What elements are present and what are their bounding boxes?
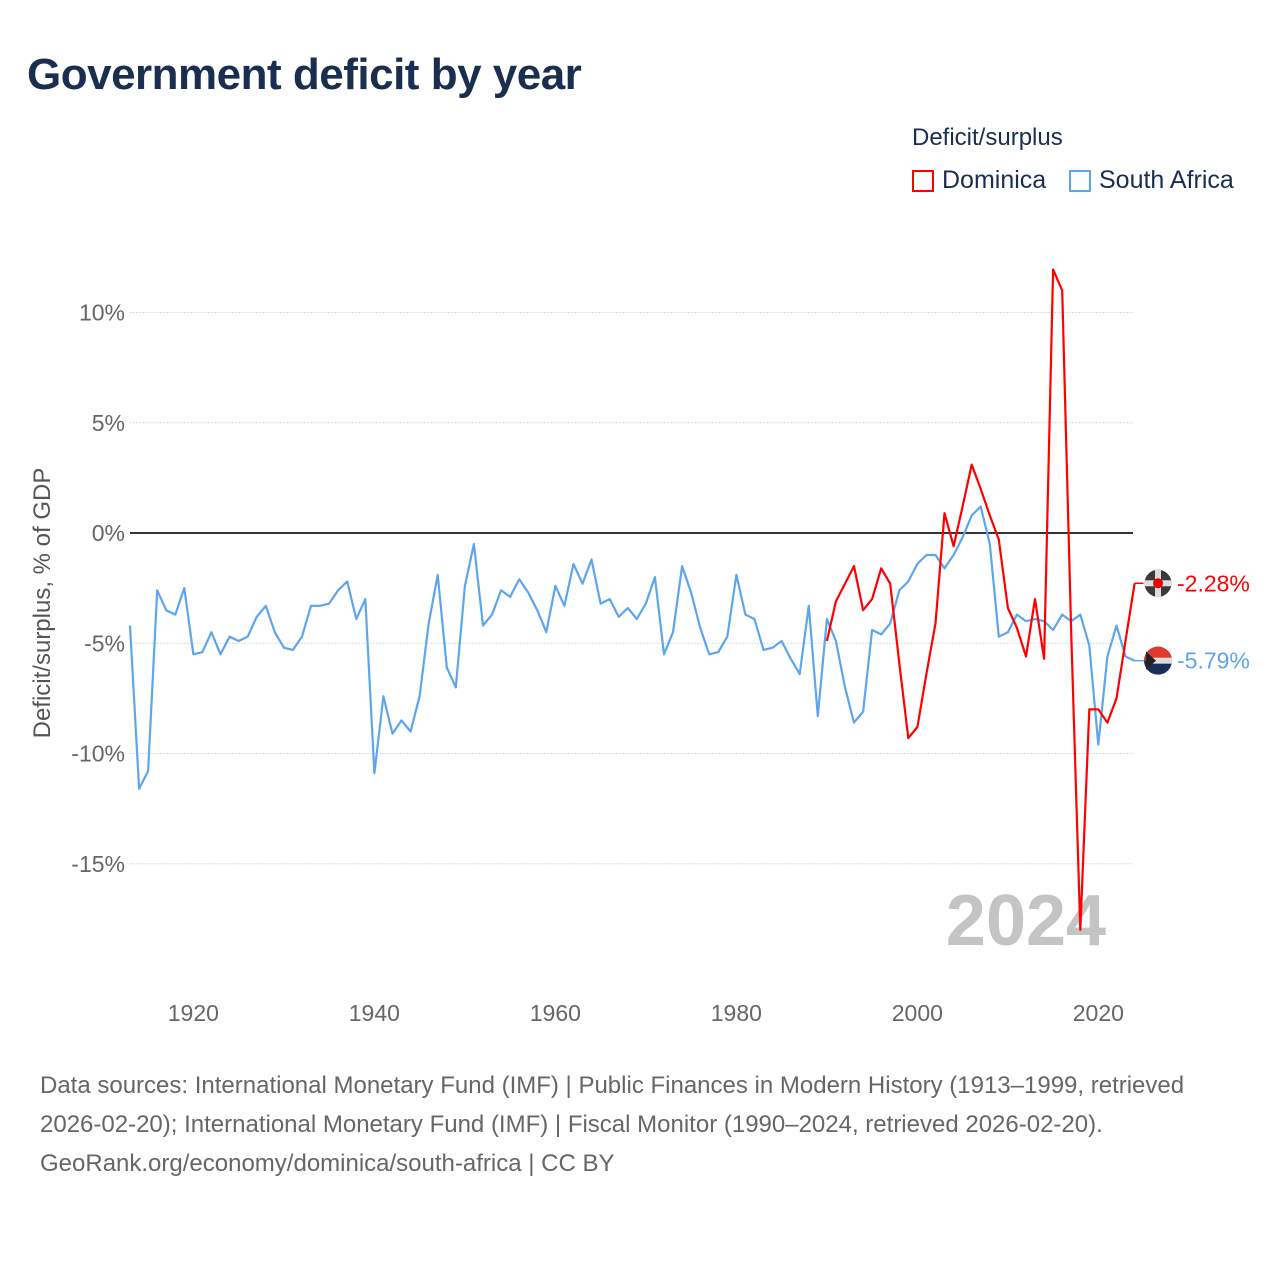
y-axis-label: Deficit/surplus, % of GDP: [29, 468, 56, 739]
legend-label: Dominica: [942, 166, 1047, 194]
flag-stripe: [1148, 657, 1172, 664]
legend-label: South Africa: [1099, 166, 1234, 194]
series-line-south-africa: [128, 505, 1136, 790]
end-value-label: -2.28%: [1177, 570, 1250, 596]
legend-swatch-dominica: [912, 169, 934, 192]
x-tick-label: 2020: [1073, 1000, 1124, 1026]
end-value-label: -5.79%: [1177, 648, 1250, 674]
y-tick-label: -15%: [71, 851, 125, 877]
y-tick-label: -10%: [71, 741, 125, 767]
flag-icon-dominica: [1143, 568, 1173, 598]
flag-icon-south-africa: [1144, 646, 1172, 675]
flag-triangle: [1146, 651, 1156, 670]
series-line-dominica: [825, 268, 1136, 932]
x-tick-label: 1920: [168, 1000, 219, 1026]
y-tick-label: 10%: [79, 300, 125, 326]
chart-title: Government deficit by year: [27, 50, 582, 99]
legend-item-dominica[interactable]: Dominica: [912, 166, 1046, 195]
x-tick-label: 1940: [349, 1000, 400, 1026]
footer: Data sources: International Monetary Fun…: [40, 1066, 1240, 1183]
y-tick-label: 5%: [92, 410, 125, 436]
credit-link[interactable]: GeoRank.org/economy/dominica/south-afric…: [40, 1150, 615, 1177]
line-chart: 2024 10%5%0%-5%-10%-15% 1920 1940 1960 1980…: [29, 268, 1250, 1026]
flag-disc: [1153, 578, 1163, 589]
y-tick-label: -5%: [84, 630, 125, 656]
legend-title: Deficit/surplus: [912, 124, 1063, 151]
y-tick-label: 0%: [92, 520, 125, 546]
data-sources: Data sources: International Monetary Fun…: [40, 1072, 1185, 1138]
legend-item-south-africa[interactable]: South Africa: [1069, 166, 1234, 195]
x-tick-label: 2000: [892, 1000, 943, 1026]
x-tick-label: 1980: [711, 1000, 762, 1026]
x-tick-label: 1960: [530, 1000, 581, 1026]
legend-swatch-south-africa: [1069, 169, 1091, 192]
